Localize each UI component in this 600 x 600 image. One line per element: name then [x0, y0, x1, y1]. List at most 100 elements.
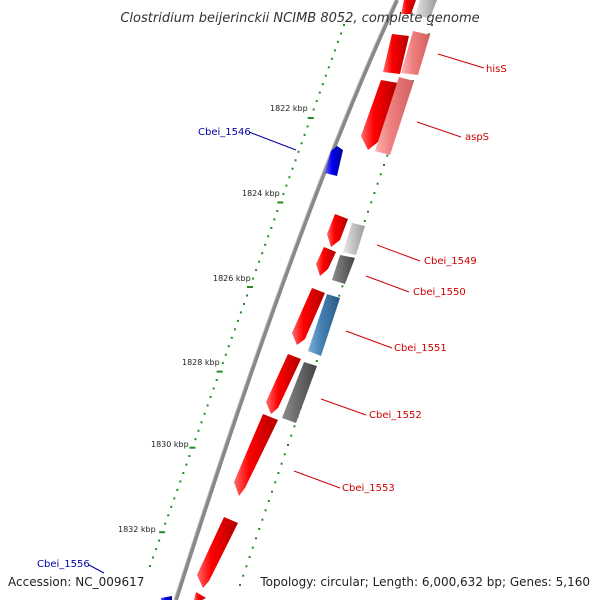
minor-tick: [283, 453, 286, 456]
gene-label[interactable]: Cbei_1546: [198, 127, 251, 138]
gene-arrow[interactable]: [194, 592, 206, 600]
major-tick: [189, 446, 196, 449]
minor-tick: [293, 425, 296, 428]
gene-block[interactable]: [343, 223, 365, 255]
minor-tick: [243, 303, 245, 305]
minor-tick: [261, 252, 264, 255]
minor-tick: [294, 159, 297, 162]
gene-label[interactable]: hisS: [486, 64, 507, 75]
gene-block[interactable]: [282, 362, 317, 423]
minor-tick: [321, 83, 324, 86]
minor-tick: [315, 360, 318, 362]
major-tick: [307, 117, 314, 119]
minor-tick: [264, 509, 267, 512]
gene-arrow[interactable]: [292, 288, 325, 345]
gene-label[interactable]: Cbei_1556: [37, 559, 90, 570]
major-tick: [247, 286, 253, 288]
minor-tick: [324, 74, 327, 77]
minor-tick: [297, 150, 300, 153]
gene-block[interactable]: [415, 0, 437, 18]
gene-label[interactable]: Cbei_1551: [394, 343, 447, 354]
gene-arrow[interactable]: [197, 517, 238, 588]
minor-tick: [277, 472, 280, 474]
minor-tick: [155, 548, 158, 551]
gene-block[interactable]: [332, 255, 355, 284]
minor-tick: [363, 220, 366, 222]
minor-tick: [248, 556, 251, 558]
minor-tick: [379, 173, 382, 176]
gene-arrow[interactable]: [325, 146, 343, 176]
gene-label[interactable]: aspS: [465, 132, 489, 143]
minor-tick: [239, 584, 241, 586]
minor-tick: [315, 100, 318, 103]
minor-tick: [197, 429, 200, 432]
minor-tick: [338, 294, 341, 297]
kbp-tick-label: 1824 kbp: [242, 189, 280, 198]
kbp-tick-label: 1832 kbp: [118, 525, 156, 534]
gene-label[interactable]: Cbei_1549: [424, 256, 477, 267]
minor-tick: [427, 33, 430, 36]
minor-tick: [212, 387, 215, 390]
major-tick: [216, 370, 223, 373]
label-leaders: [88, 53, 485, 574]
minor-tick: [239, 311, 242, 314]
minor-tick: [245, 565, 248, 568]
minor-tick: [224, 353, 227, 356]
minor-tick: [246, 294, 248, 297]
minor-tick: [179, 480, 182, 483]
minor-tick: [149, 565, 151, 567]
kbp-tick-label: 1826 kbp: [213, 274, 251, 283]
minor-tick: [285, 184, 288, 187]
minor-tick: [200, 421, 203, 424]
minor-tick: [327, 66, 330, 69]
minor-tick: [251, 546, 254, 549]
minor-tick: [318, 91, 321, 94]
gene-label[interactable]: Cbei_1552: [369, 410, 422, 421]
minor-tick: [267, 235, 270, 238]
minor-tick: [203, 412, 206, 415]
minor-tick: [341, 285, 344, 288]
forward-strand-genes: [194, 0, 416, 600]
gene-arrow[interactable]: [361, 80, 398, 150]
kbp-labels: 1822 kbp 1824 kbp 1826 kbp 1828 kbp 1830…: [118, 104, 308, 534]
gene-arrow[interactable]: [327, 214, 348, 247]
gene-label[interactable]: Cbei_1553: [342, 483, 395, 494]
gene-block[interactable]: [401, 31, 430, 75]
gene-arrow[interactable]: [316, 247, 336, 276]
gene-arrow[interactable]: [266, 354, 301, 414]
minor-tick: [264, 243, 267, 246]
gene-block[interactable]: [375, 77, 414, 155]
minor-tick: [270, 226, 273, 229]
minor-tick: [194, 438, 197, 441]
minor-tick: [230, 336, 233, 339]
minor-tick: [306, 125, 309, 128]
minor-tick: [303, 133, 306, 136]
minor-tick: [282, 193, 285, 196]
minor-tick: [233, 328, 236, 331]
minor-tick: [367, 210, 369, 213]
genome-backbone-highlight: [173, 0, 396, 600]
minor-tick: [290, 434, 293, 437]
minor-tick: [227, 345, 230, 348]
gene-arrow[interactable]: [383, 34, 409, 74]
major-tick: [159, 531, 166, 534]
kbp-tick-label: 1830 kbp: [151, 440, 189, 449]
gene-block[interactable]: [308, 294, 340, 356]
minor-tick: [267, 500, 270, 502]
gene-arrow[interactable]: [234, 414, 278, 496]
minor-tick: [215, 379, 218, 381]
minor-tick: [188, 455, 191, 458]
minor-tick: [386, 154, 389, 157]
gene-arrow[interactable]: [161, 596, 172, 600]
minor-tick: [336, 40, 339, 43]
gene-label[interactable]: Cbei_1550: [413, 287, 466, 298]
minor-tick: [173, 497, 176, 500]
minor-tick: [291, 167, 294, 170]
minor-tick: [280, 462, 283, 465]
minor-tick: [273, 218, 276, 221]
gene-arrow[interactable]: [401, 0, 416, 14]
minor-tick: [176, 488, 179, 491]
minor-tick: [182, 472, 185, 474]
minor-tick: [236, 319, 239, 322]
minor-tick: [221, 362, 224, 365]
